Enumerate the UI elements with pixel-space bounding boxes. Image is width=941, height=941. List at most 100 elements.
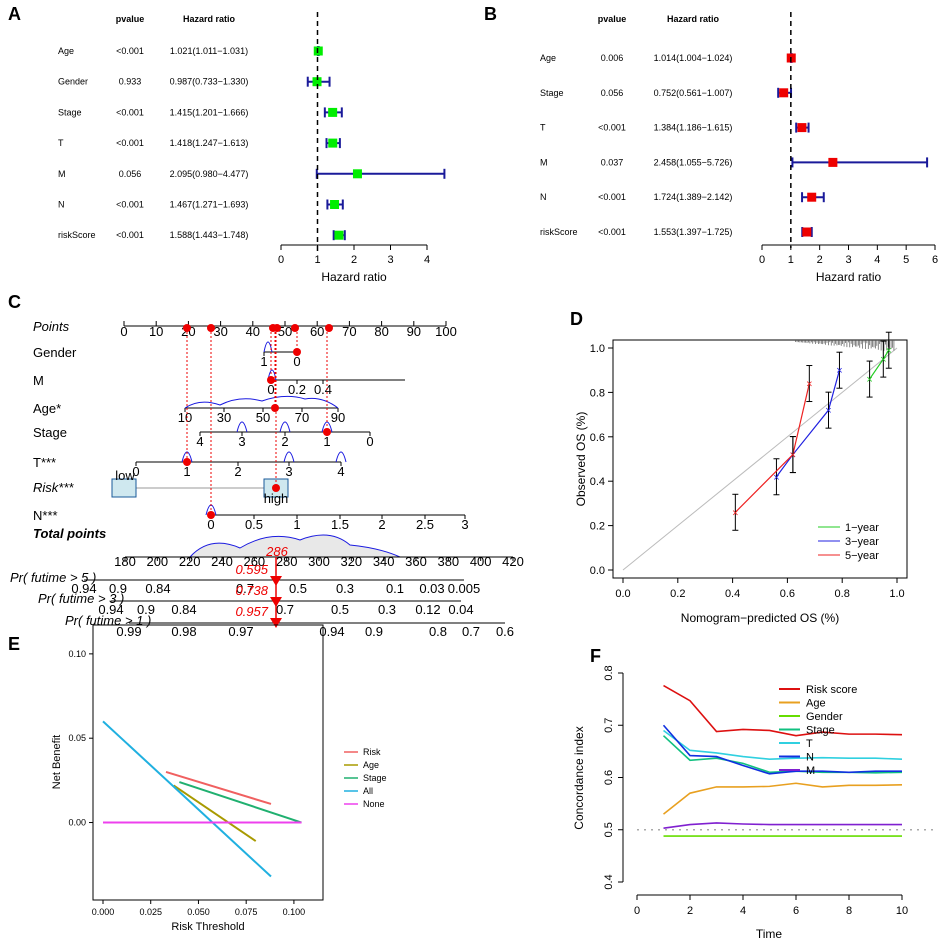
hr-marker — [313, 46, 323, 56]
value-marker — [323, 428, 331, 436]
y-tick-label: 0.2 — [590, 521, 605, 533]
row-hazard-ratio: 1.418(1.247−1.613) — [170, 138, 249, 148]
y-tick-label: 1.0 — [590, 343, 605, 355]
legend-label: 1−year — [845, 522, 879, 534]
prob-tick-label: 0.94 — [71, 581, 96, 596]
scale-tick-label: 30 — [217, 410, 231, 425]
row-pvalue: 0.037 — [601, 157, 624, 167]
x-tick-label: 3 — [387, 254, 393, 266]
prob-marker — [270, 618, 282, 628]
scale-label-risk: Risk*** — [33, 480, 74, 495]
scale-label: N*** — [33, 508, 58, 523]
scale-label: Gender — [33, 345, 77, 360]
legend-label: Risk — [363, 747, 381, 757]
x-tick-label: 1.0 — [889, 588, 904, 600]
prob-tick-label: 0.005 — [448, 581, 481, 596]
prob-tick-label: 0.12 — [415, 602, 440, 617]
prob-tick-label: 0.94 — [98, 602, 123, 617]
scale-label-total: Total points — [33, 526, 106, 541]
data-point: × — [790, 450, 796, 462]
legend-label: Risk score — [806, 684, 857, 696]
scale-tick-label: 1 — [183, 464, 190, 479]
x-tick-label: 0.2 — [670, 588, 685, 600]
row-hazard-ratio: 1.014(1.004−1.024) — [654, 53, 733, 63]
total-tick-label: 180 — [114, 554, 136, 569]
density-hump — [283, 451, 295, 463]
series-line — [662, 724, 902, 775]
x-tick-label: 0.0 — [615, 588, 630, 600]
scale-tick-label: 0.2 — [288, 382, 306, 397]
data-point: × — [880, 354, 886, 366]
row-hazard-ratio: 1.021(1.011−1.031) — [170, 46, 248, 56]
legend-label: Age — [806, 698, 826, 710]
forest-plot-a: pvalue Hazard ratio Age <0.001 1.021(1.011−1… — [58, 12, 446, 284]
scale-tick-label: 1 — [293, 517, 300, 532]
scale-tick-label: 0 — [293, 354, 300, 369]
row-pvalue: <0.001 — [116, 107, 144, 117]
scale-tick-label: 3 — [461, 517, 468, 532]
density-hump — [279, 421, 291, 433]
total-tick-label: 340 — [373, 554, 395, 569]
points-marker — [291, 324, 299, 332]
density-hump — [236, 421, 248, 433]
row-hazard-ratio: 2.458(1.055−5.726) — [654, 157, 733, 167]
x-axis-label: Hazard ratio — [321, 270, 387, 284]
legend-label: N — [806, 752, 814, 764]
prob-tick-label: 0.9 — [365, 624, 383, 639]
legend-label: All — [363, 786, 373, 796]
series-line — [662, 735, 903, 774]
scale-label: M — [33, 373, 44, 388]
header-pvalue: pvalue — [116, 14, 145, 24]
total-tick-label: 240 — [211, 554, 233, 569]
row-label: riskScore — [540, 227, 578, 237]
prob-tick-label: 0.5 — [289, 581, 307, 596]
scale-tick-label: 70 — [295, 410, 309, 425]
row-label: Stage — [58, 107, 82, 117]
hr-marker — [312, 77, 322, 87]
scale-tick-label: 1 — [260, 354, 267, 369]
value-marker — [272, 484, 280, 492]
y-tick-label: 0.4 — [603, 874, 615, 889]
row-hazard-ratio: 1.588(1.443−1.748) — [170, 230, 249, 240]
prob-tick-label: 0.9 — [109, 581, 127, 596]
x-tick-label: 0 — [278, 254, 284, 266]
hr-marker — [807, 192, 817, 202]
x-tick-label: 0.025 — [139, 907, 162, 917]
row-hazard-ratio: 1.553(1.397−1.725) — [654, 227, 733, 237]
row-pvalue: 0.056 — [601, 88, 624, 98]
x-tick-label: 4 — [874, 254, 880, 266]
total-tick-label: 320 — [340, 554, 362, 569]
prob-tick-label: 0.3 — [336, 581, 354, 596]
scale-tick-label: 2.5 — [416, 517, 434, 532]
scale-tick-label: 0 — [267, 382, 274, 397]
scale-tick-label: 50 — [256, 410, 270, 425]
series-line — [173, 784, 257, 842]
prob-tick-label: 0.7 — [462, 624, 480, 639]
x-tick-label: 3 — [845, 254, 851, 266]
points-tick-label: 100 — [435, 324, 457, 339]
row-hazard-ratio: 1.384(1.186−1.615) — [654, 123, 733, 133]
scale-tick-label: 4 — [337, 464, 344, 479]
scale-tick-label: 0.5 — [245, 517, 263, 532]
data-point: × — [732, 507, 738, 519]
x-tick-label: 8 — [846, 905, 852, 917]
row-hazard-ratio: 0.752(0.561−1.007) — [654, 88, 733, 98]
legend-label: Age — [363, 760, 379, 770]
y-tick-label: 0.4 — [590, 476, 605, 488]
row-hazard-ratio: 2.095(0.980−4.477) — [170, 169, 249, 179]
y-tick-label: 0.05 — [68, 733, 86, 743]
scale-tick-label: 0.4 — [314, 382, 332, 397]
points-marker — [273, 324, 281, 332]
points-tick-label: 70 — [342, 324, 356, 339]
series-line — [663, 729, 903, 761]
row-pvalue: <0.001 — [116, 230, 144, 240]
row-pvalue: <0.001 — [116, 138, 144, 148]
total-tick-label: 300 — [308, 554, 330, 569]
risk-low-label: low — [115, 468, 135, 483]
hr-marker — [330, 200, 340, 209]
series-line — [663, 822, 902, 829]
risk-high-label: high — [264, 491, 289, 506]
y-tick-label: 0.8 — [603, 665, 615, 680]
panel-letter-f: F — [590, 646, 601, 666]
plot-frame — [92, 624, 324, 901]
